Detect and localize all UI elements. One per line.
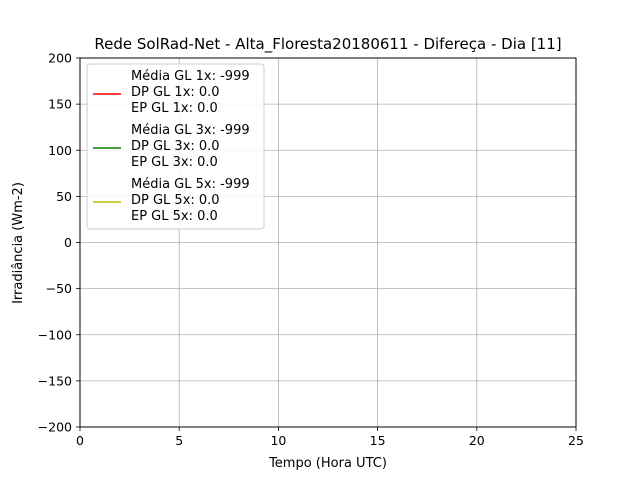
legend-label: Média GL 5x: -999 — [131, 177, 250, 192]
legend-label: DP GL 3x: 0.0 — [131, 139, 220, 154]
y-tick-label: 50 — [56, 189, 72, 204]
x-tick-label: 20 — [469, 433, 485, 448]
y-axis-label: Irradiância (Wm-2) — [11, 182, 26, 304]
chart-title: Rede SolRad-Net - Alta_Floresta20180611 … — [94, 35, 561, 54]
x-axis: 0 5 10 15 20 25 — [76, 427, 584, 448]
x-tick-label: 15 — [370, 433, 386, 448]
legend-label: EP GL 3x: 0.0 — [131, 155, 218, 170]
x-tick-label: 10 — [270, 433, 286, 448]
y-tick-label: −100 — [38, 327, 72, 342]
x-axis-label: Tempo (Hora UTC) — [268, 456, 387, 471]
legend-box — [86, 63, 265, 230]
legend-label: Média GL 3x: -999 — [131, 123, 250, 138]
y-tick-label: −50 — [46, 281, 72, 296]
legend-label: DP GL 5x: 0.0 — [131, 193, 220, 208]
legend-label: DP GL 1x: 0.0 — [131, 85, 220, 100]
legend-label: EP GL 1x: 0.0 — [131, 101, 218, 116]
legend-label: Média GL 1x: -999 — [131, 69, 250, 84]
y-tick-label: −200 — [38, 420, 72, 435]
y-tick-label: 0 — [64, 235, 72, 250]
y-tick-label: 200 — [48, 51, 72, 66]
y-tick-label: 150 — [48, 97, 72, 112]
x-tick-label: 25 — [568, 433, 584, 448]
legend-label: EP GL 5x: 0.0 — [131, 209, 218, 224]
y-axis: 200 150 100 50 0 −50 −100 −150 −200 — [38, 51, 80, 435]
y-tick-label: 100 — [48, 143, 72, 158]
x-tick-label: 0 — [76, 433, 84, 448]
y-tick-label: −150 — [38, 373, 72, 388]
x-tick-label: 5 — [175, 433, 183, 448]
